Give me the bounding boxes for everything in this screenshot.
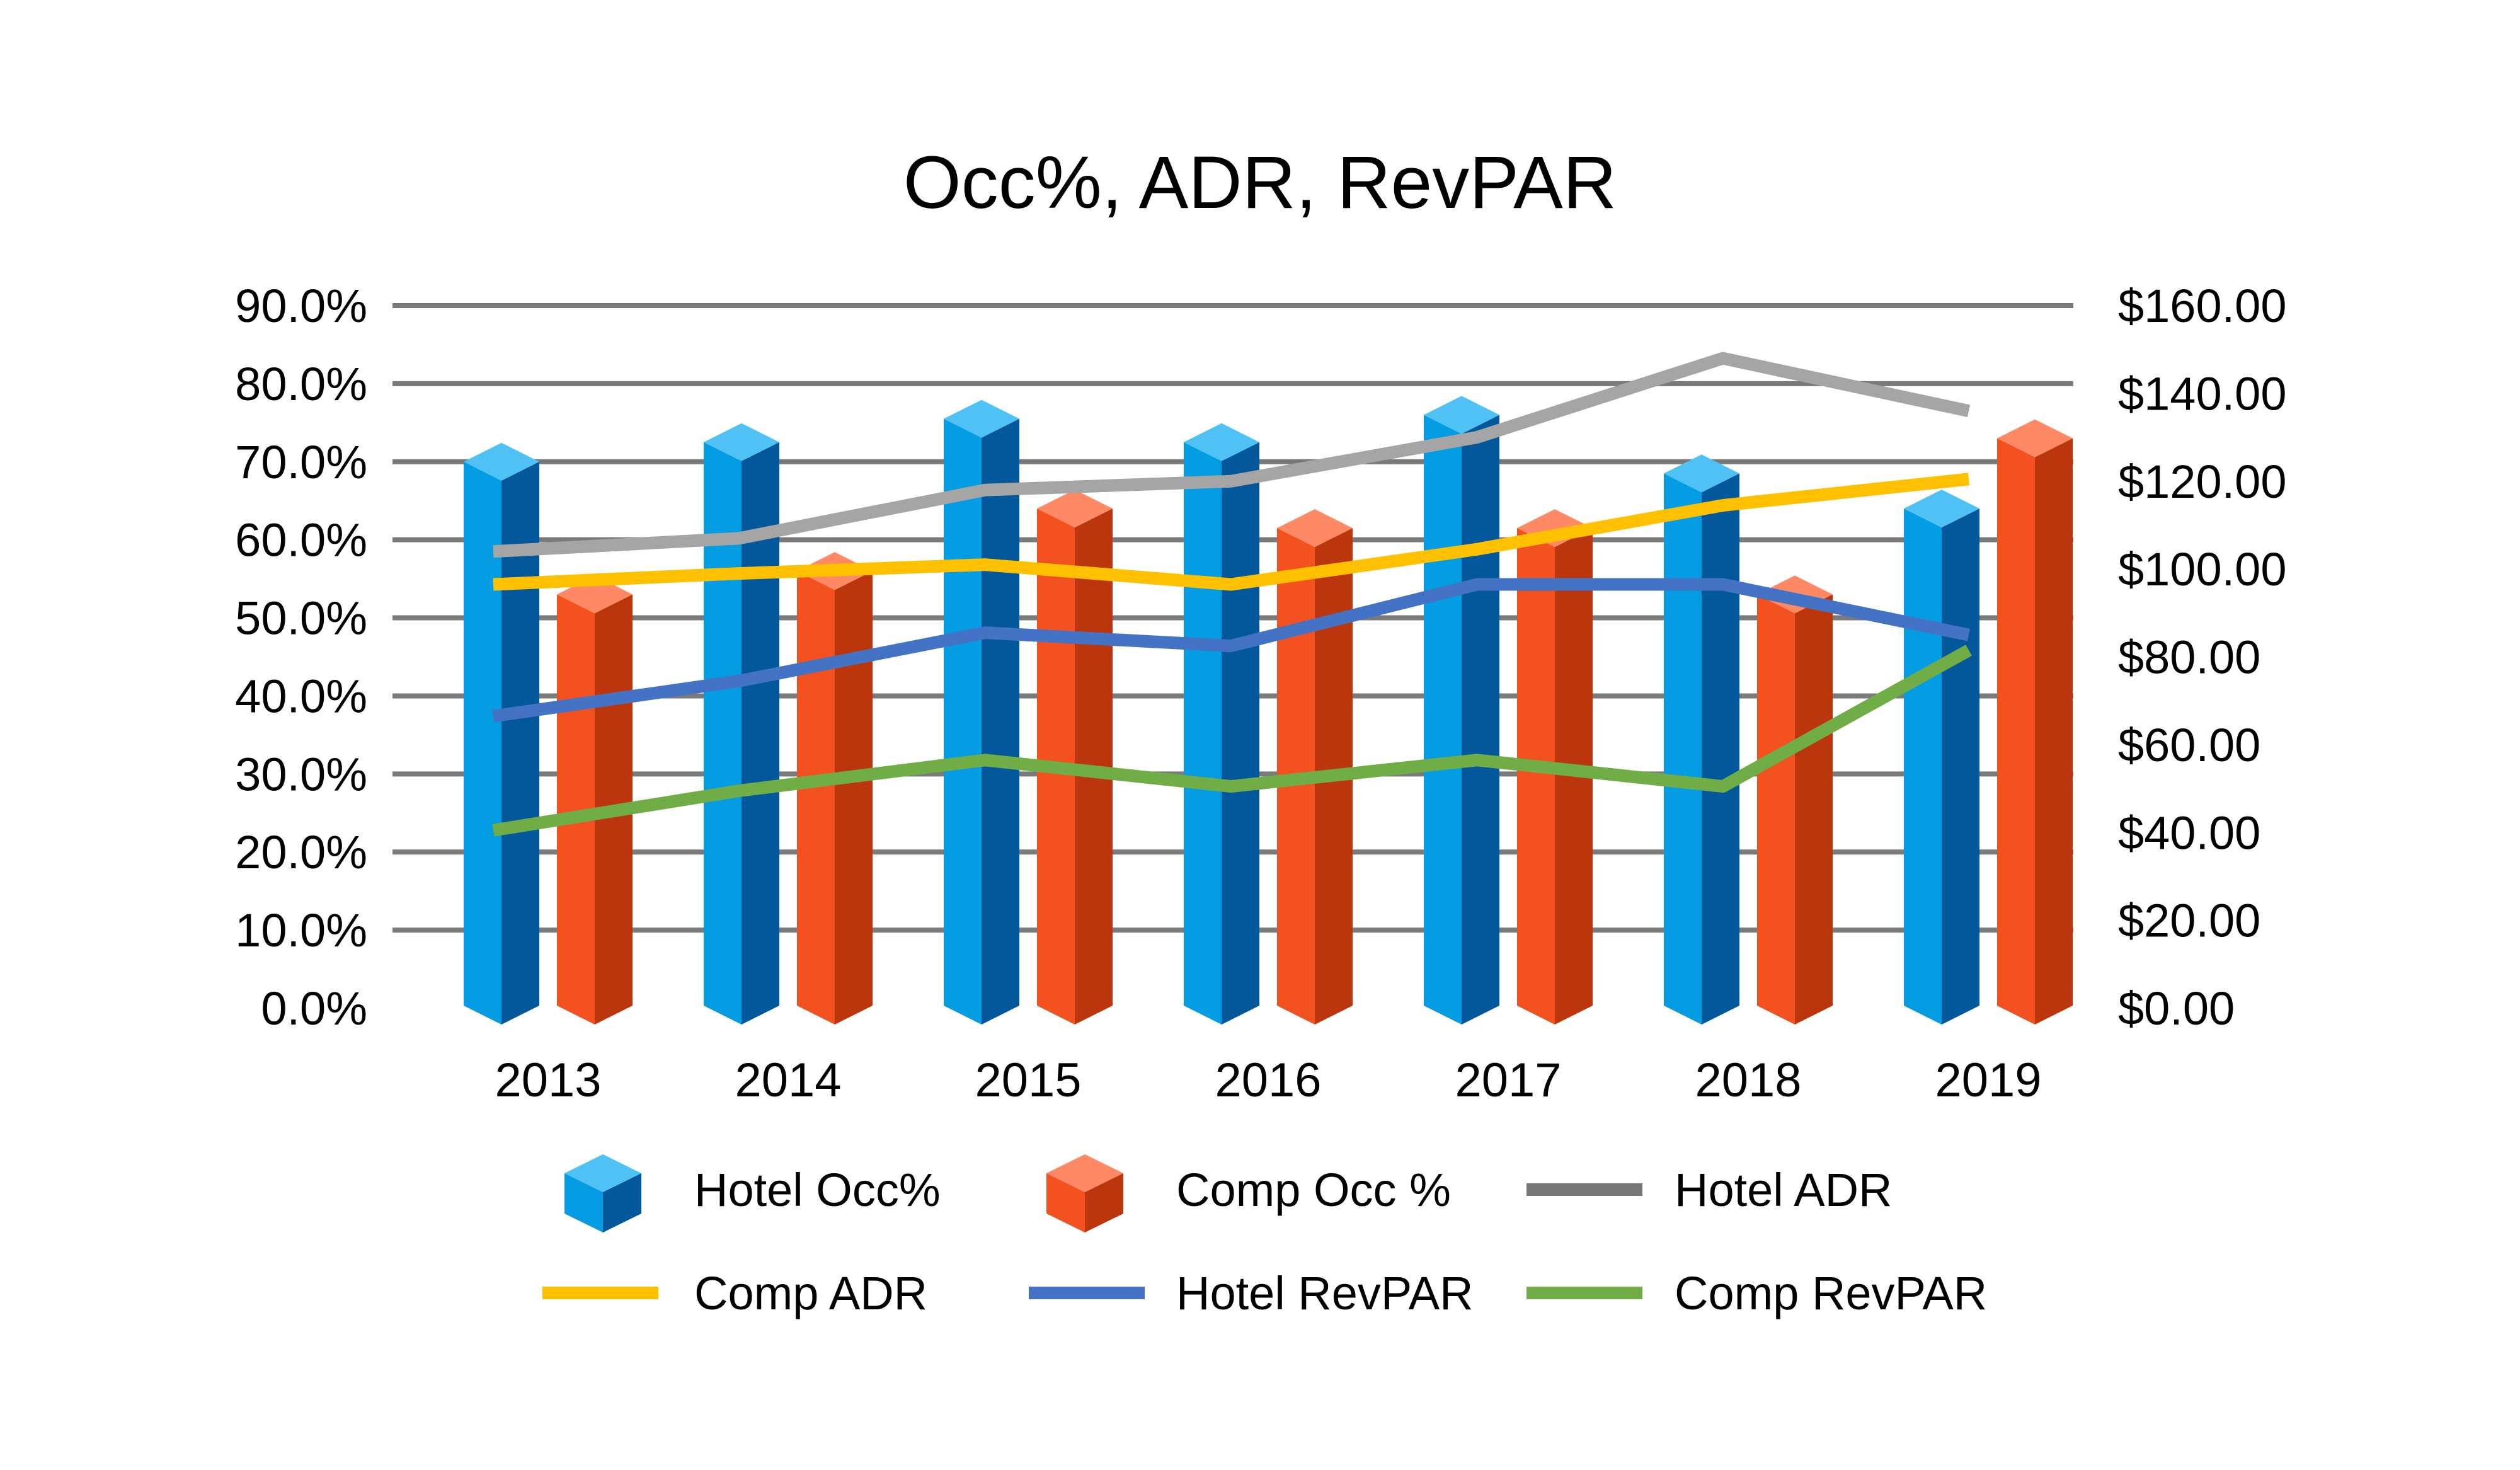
- bar-face-top: [704, 423, 779, 461]
- bar-comp-occ--2016: [1277, 509, 1353, 1025]
- bar-face-top: [1904, 490, 1979, 528]
- bar-face-left: [464, 461, 501, 1025]
- bar-face-top: [1277, 509, 1353, 548]
- legend-cube-side: [603, 1173, 641, 1232]
- legend-item-comp-adr: Comp ADR: [542, 1267, 927, 1319]
- x-axis: 2013 2014 2015 2016 2017 2018 2019: [495, 1054, 2041, 1107]
- legend-item-hotel-revpar: Hotel RevPAR: [1029, 1267, 1474, 1319]
- legend-item-hotel-adr: Hotel ADR: [1526, 1164, 1892, 1216]
- x-tick-label: 2016: [1215, 1054, 1321, 1107]
- legend-cube-icon: [564, 1173, 603, 1232]
- bar-face-left: [1904, 508, 1942, 1025]
- legend: Hotel Occ% Comp Occ % Hotel ADR Comp ADR Hot…: [542, 1154, 1987, 1319]
- right-tick-label: $100.00: [2118, 543, 2287, 595]
- right-tick-label: $40.00: [2118, 807, 2260, 859]
- bar-face-top: [1664, 454, 1739, 493]
- x-tick-label: 2019: [1935, 1054, 2041, 1107]
- right-tick-label: $120.00: [2118, 456, 2287, 508]
- right-tick-label: $0.00: [2118, 982, 2235, 1035]
- bar-face-left: [1424, 415, 1462, 1025]
- x-tick-label: 2017: [1455, 1054, 1561, 1107]
- bar-face-top: [464, 442, 539, 481]
- bar-face-left: [1997, 438, 2035, 1025]
- left-tick-label: 10.0%: [235, 904, 367, 956]
- bar-hotel-occ--2019: [1904, 490, 1979, 1025]
- left-axis: 0.0% 10.0% 20.0% 30.0% 40.0% 50.0% 60.0% 70.0% 8…: [235, 280, 367, 1035]
- bar-face-right: [501, 461, 539, 1025]
- bar-face-top: [1037, 490, 1113, 528]
- x-tick-label: 2014: [735, 1054, 841, 1107]
- lines: [492, 352, 1972, 837]
- left-tick-label: 70.0%: [235, 436, 367, 488]
- bar-comp-occ--2018: [1757, 575, 1833, 1025]
- left-tick-label: 90.0%: [235, 280, 367, 332]
- legend-cube-top: [1046, 1154, 1123, 1192]
- legend-cube-side: [1085, 1173, 1123, 1232]
- legend-cube-top: [564, 1154, 641, 1192]
- left-tick-label: 60.0%: [235, 514, 367, 566]
- bar-face-left: [1757, 594, 1795, 1025]
- bar-hotel-occ--2014: [704, 423, 779, 1025]
- right-tick-label: $160.00: [2118, 280, 2287, 332]
- bar-face-left: [944, 418, 982, 1025]
- right-tick-label: $140.00: [2118, 367, 2287, 420]
- x-tick-label: 2018: [1695, 1054, 1801, 1107]
- bar-face-right: [1222, 442, 1259, 1025]
- bar-face-right: [982, 418, 1019, 1025]
- bar-face-left: [1517, 528, 1555, 1025]
- bar-face-top: [1997, 419, 2073, 457]
- bar-face-right: [1702, 473, 1739, 1025]
- legend-label: Comp ADR: [694, 1267, 927, 1319]
- right-tick-label: $60.00: [2118, 719, 2260, 771]
- left-tick-label: 30.0%: [235, 748, 367, 800]
- bar-face-left: [704, 442, 742, 1025]
- left-tick-label: 80.0%: [235, 358, 367, 410]
- bar-hotel-occ--2018: [1664, 454, 1739, 1025]
- legend-cube-icon: [1046, 1173, 1085, 1232]
- right-tick-label: $20.00: [2118, 895, 2260, 947]
- bar-face-right: [2035, 438, 2073, 1025]
- left-tick-label: 0.0%: [261, 982, 367, 1035]
- x-tick-label: 2015: [975, 1054, 1081, 1107]
- bar-face-left: [797, 571, 835, 1025]
- bar-comp-occ--2013: [557, 575, 633, 1025]
- bar-hotel-occ--2013: [464, 442, 539, 1025]
- legend-item-comp-occ-: Comp Occ %: [1046, 1154, 1451, 1232]
- bar-face-right: [1462, 415, 1499, 1025]
- legend-label: Hotel ADR: [1675, 1164, 1892, 1216]
- right-axis: $0.00 $20.00 $40.00 $60.00 $80.00 $100.00 $120…: [2118, 280, 2287, 1035]
- right-tick-label: $80.00: [2118, 631, 2260, 684]
- legend-item-comp-revpar: Comp RevPAR: [1526, 1267, 1987, 1319]
- left-tick-label: 20.0%: [235, 826, 367, 878]
- x-tick-label: 2013: [495, 1054, 601, 1107]
- left-tick-label: 40.0%: [235, 670, 367, 722]
- bar-face-right: [1942, 508, 1979, 1025]
- bar-face-left: [1664, 473, 1702, 1025]
- bar-face-right: [835, 571, 873, 1025]
- legend-label: Comp Occ %: [1176, 1164, 1451, 1216]
- bar-comp-occ--2019: [1997, 419, 2073, 1025]
- bar-face-right: [742, 442, 779, 1025]
- chart-title: Occ%, ADR, RevPAR: [903, 141, 1617, 224]
- bar-face-left: [1184, 442, 1222, 1025]
- bar-face-top: [1424, 396, 1499, 434]
- legend-label: Comp RevPAR: [1675, 1267, 1987, 1319]
- legend-label: Hotel Occ%: [694, 1164, 941, 1216]
- bar-hotel-occ--2016: [1184, 423, 1259, 1025]
- bar-hotel-occ--2017: [1424, 396, 1499, 1025]
- left-tick-label: 50.0%: [235, 592, 367, 645]
- bar-face-top: [944, 399, 1019, 438]
- bar-face-top: [1184, 423, 1259, 461]
- bar-face-right: [1795, 594, 1833, 1025]
- legend-item-hotel-occ-: Hotel Occ%: [564, 1154, 941, 1232]
- legend-label: Hotel RevPAR: [1176, 1267, 1474, 1319]
